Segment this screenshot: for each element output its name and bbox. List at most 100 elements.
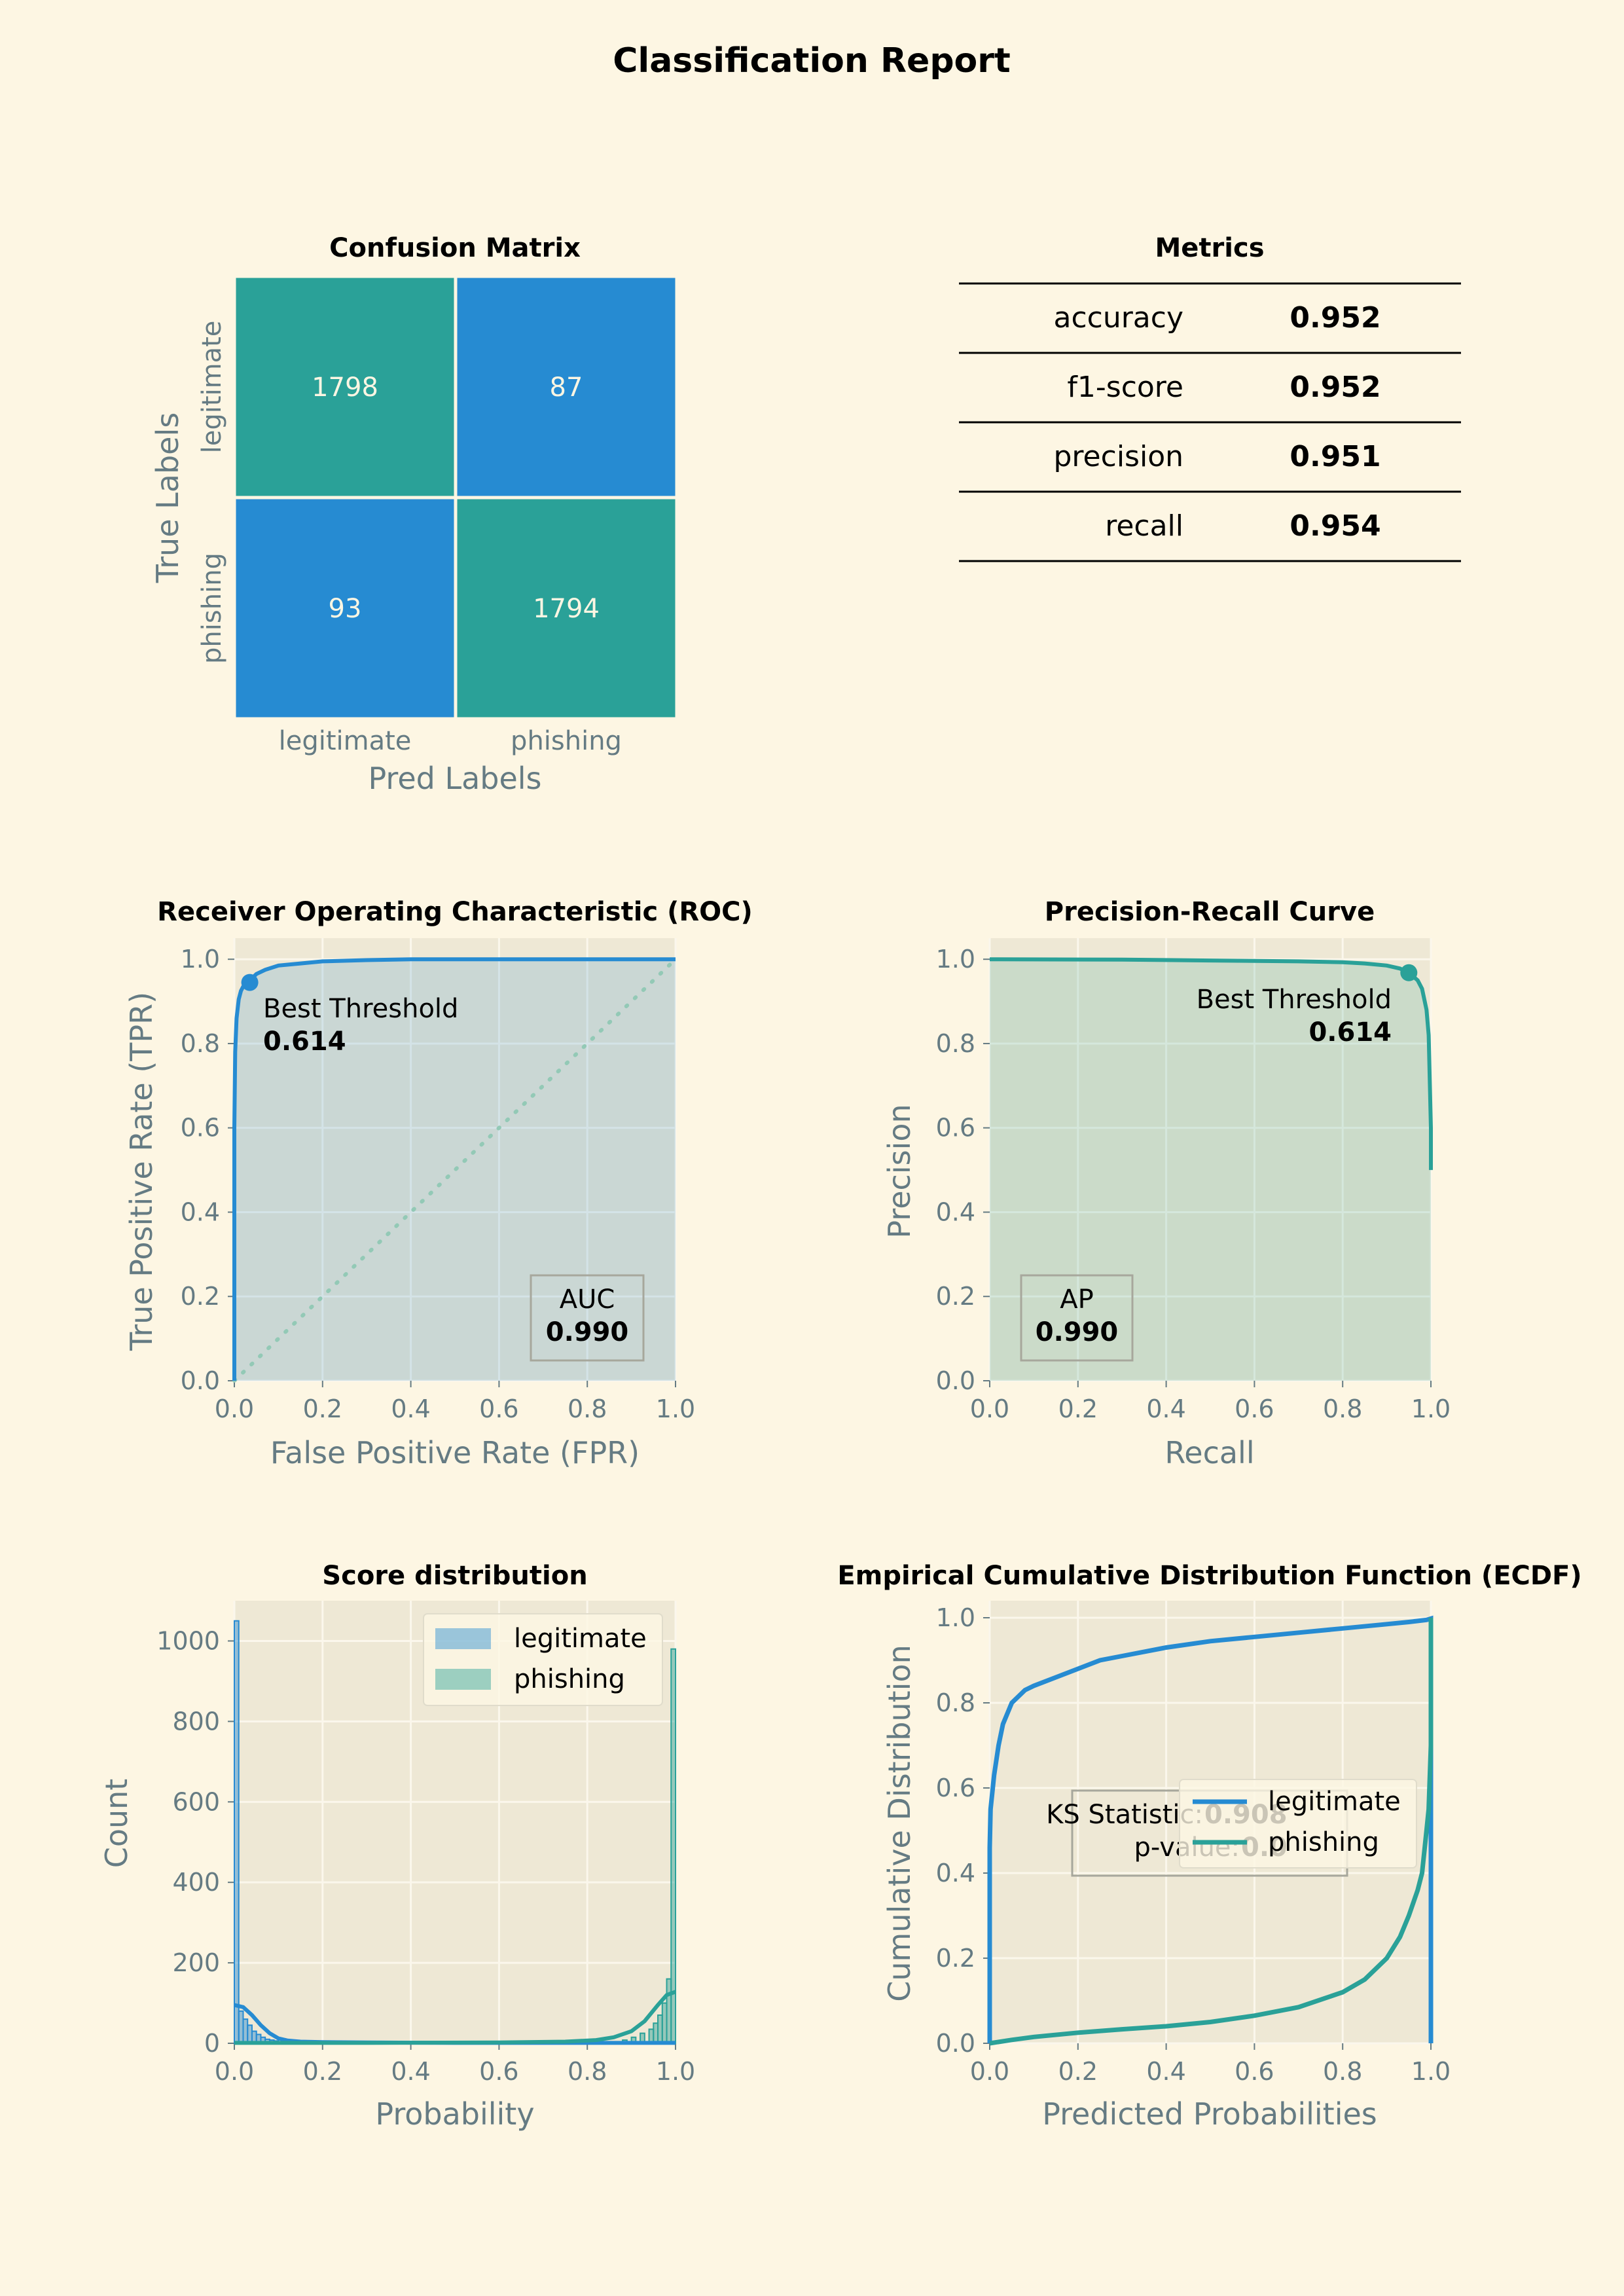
ks-statistic-label: KS Statistic: bbox=[1046, 1800, 1203, 1830]
x-tick-label: 1.0 bbox=[656, 2057, 695, 2086]
phishing-histogram-bar bbox=[653, 2022, 659, 2044]
y-tick-label: 0.0 bbox=[936, 2029, 975, 2058]
plot-area bbox=[234, 938, 676, 1381]
x-tick-label: 0.4 bbox=[1146, 1394, 1185, 1423]
matrix-cell-value: 87 bbox=[550, 373, 583, 403]
y-tick-label: 0.2 bbox=[936, 1944, 975, 1973]
legitimate-histogram-bar bbox=[247, 2024, 253, 2045]
metrics-table: accuracy 0.952 f1-score 0.952 precision 0.951… bbox=[959, 282, 1461, 562]
x-tick-label: 0.8 bbox=[1323, 1394, 1362, 1423]
y-tick-label: 0.8 bbox=[181, 1029, 220, 1058]
pr-xlabel: Recall bbox=[1164, 1435, 1254, 1470]
y-tick-label: 0.2 bbox=[936, 1282, 975, 1311]
x-tick-label: 0.6 bbox=[1235, 2057, 1274, 2086]
y-tick-label: 1.0 bbox=[936, 945, 975, 974]
phishing-legend-swatch bbox=[435, 1669, 491, 1690]
y-category-label: legitimate bbox=[197, 321, 227, 454]
metric-label: f1-score bbox=[1067, 371, 1183, 404]
legend-box bbox=[423, 1613, 663, 1706]
y-tick-label: 0.2 bbox=[181, 1282, 220, 1311]
y-tick-label: 1.0 bbox=[181, 945, 220, 974]
matrix-cell-value: 1794 bbox=[533, 594, 600, 624]
pr-plot: 0.0 0.2 0.4 0.6 0.8 1.0 0.0 0.2 0.4 0.6 0.8 1.0 Best… bbox=[936, 938, 1451, 1423]
ecdf-xlabel: Predicted Probabilities bbox=[1042, 2096, 1377, 2132]
x-tick-label: 0.0 bbox=[970, 1394, 1009, 1423]
roc-panel: Receiver Operating Characteristic (ROC) … bbox=[124, 897, 753, 1470]
y-tick-label: 0 bbox=[204, 2029, 220, 2058]
ap-box bbox=[1020, 1274, 1134, 1362]
pr-title: Precision-Recall Curve bbox=[1045, 897, 1375, 927]
ecdf-panel: Empirical Cumulative Distribution Functi… bbox=[837, 1561, 1581, 2132]
x-tick-label: 1.0 bbox=[1411, 2057, 1451, 2086]
y-tick-label: 0.6 bbox=[936, 1774, 975, 1802]
confusion-matrix-ylabel: True Labels bbox=[150, 412, 185, 583]
roc-plot: 0.0 0.2 0.4 0.6 0.8 1.0 0.0 0.2 0.4 0.6 0.8 1.0 Best… bbox=[181, 938, 695, 1423]
y-tick-label: 200 bbox=[172, 1948, 220, 1977]
y-tick-label: 0.8 bbox=[936, 1688, 975, 1717]
roc-ylabel: True Positive Rate (TPR) bbox=[124, 992, 159, 1351]
y-tick-label: 0.6 bbox=[181, 1114, 220, 1142]
y-tick-label: 0.0 bbox=[181, 1366, 220, 1395]
ap-value: 0.990 bbox=[1036, 1317, 1119, 1347]
ecdf-plot: 0.0 0.2 0.4 0.6 0.8 1.0 0.0 0.2 0.4 0.6 0.8 1.0 KS S… bbox=[936, 1601, 1451, 2086]
y-category-label: phishing bbox=[197, 553, 227, 664]
matrix-cell bbox=[232, 496, 458, 721]
ecdf-title: Empirical Cumulative Distribution Functi… bbox=[837, 1561, 1581, 1591]
best-threshold-label: Best Threshold bbox=[1197, 985, 1392, 1015]
legitimate-histogram-bar bbox=[242, 2018, 249, 2044]
pr-ylabel: Precision bbox=[882, 1104, 917, 1238]
pr-panel: Precision-Recall Curve 0.0 0.2 0.4 0.6 0.8 1.… bbox=[882, 897, 1451, 1470]
x-tick-label: 0.8 bbox=[1323, 2057, 1362, 2086]
metric-value: 0.954 bbox=[1290, 509, 1380, 543]
ap-label: AP bbox=[1060, 1285, 1093, 1315]
x-tick-label: 1.0 bbox=[656, 1394, 695, 1423]
metric-label: recall bbox=[1105, 509, 1183, 543]
y-tick-label: 0.4 bbox=[936, 1197, 975, 1226]
legitimate-legend-label: legitimate bbox=[1268, 1787, 1401, 1817]
x-category-label: phishing bbox=[511, 726, 622, 756]
x-tick-label: 0.6 bbox=[479, 2057, 518, 2086]
metric-value: 0.952 bbox=[1290, 301, 1380, 335]
metric-value: 0.951 bbox=[1290, 440, 1380, 473]
score-distribution-ylabel: Count bbox=[99, 1779, 134, 1868]
ecdf-ylabel: Cumulative Distribution bbox=[882, 1645, 917, 2002]
auc-value: 0.990 bbox=[546, 1317, 629, 1347]
y-tick-label: 1.0 bbox=[936, 1603, 975, 1632]
x-tick-label: 0.8 bbox=[568, 2057, 607, 2086]
phishing-histogram-bar bbox=[661, 2002, 668, 2044]
metric-value: 0.952 bbox=[1290, 371, 1380, 404]
roc-title: Receiver Operating Characteristic (ROC) bbox=[157, 897, 753, 927]
phishing-histogram-bar bbox=[670, 1648, 677, 2044]
x-tick-label: 0.4 bbox=[391, 2057, 430, 2086]
roc-xlabel: False Positive Rate (FPR) bbox=[270, 1435, 640, 1470]
best-threshold-value: 0.614 bbox=[263, 1027, 346, 1057]
phishing-kde-curve bbox=[234, 1990, 677, 2045]
x-tick-label: 0.2 bbox=[303, 2057, 342, 2086]
x-tick-label: 0.6 bbox=[479, 1394, 518, 1423]
best-threshold-point bbox=[1400, 964, 1418, 981]
best-threshold-point bbox=[241, 974, 259, 991]
y-tick-label: 400 bbox=[172, 1868, 220, 1897]
y-tick-label: 0.8 bbox=[936, 1029, 975, 1058]
legitimate-legend-swatch bbox=[435, 1628, 491, 1649]
x-tick-label: 0.2 bbox=[1058, 1394, 1098, 1423]
best-threshold-label: Best Threshold bbox=[263, 994, 458, 1024]
auc-box bbox=[530, 1274, 645, 1362]
confusion-matrix-xlabel: Pred Labels bbox=[368, 761, 541, 796]
y-tick-label: 800 bbox=[172, 1707, 220, 1736]
matrix-cell-value: 1798 bbox=[312, 373, 378, 403]
score-distribution-xlabel: Probability bbox=[375, 2096, 534, 2132]
legitimate-ecdf-curve bbox=[987, 1615, 1434, 2043]
confusion-matrix-title: Confusion Matrix bbox=[329, 233, 581, 263]
y-tick-label: 1000 bbox=[156, 1626, 220, 1655]
confusion-matrix-cells: 1798 87 93 1794 legitimate phishing legitimate… bbox=[197, 274, 679, 756]
legitimate-histogram-bar bbox=[238, 2010, 244, 2045]
x-tick-label: 0.2 bbox=[303, 1394, 342, 1423]
legitimate-legend-label: legitimate bbox=[514, 1624, 647, 1654]
x-tick-label: 0.0 bbox=[215, 2057, 254, 2086]
plot-area bbox=[990, 938, 1431, 1381]
score-distribution-plot: 0.0 0.2 0.4 0.6 0.8 1.0 0 200 400 600 800 1000 legit… bbox=[156, 1601, 695, 2086]
x-tick-label: 0.6 bbox=[1235, 1394, 1274, 1423]
phishing-histogram-bar bbox=[666, 1978, 672, 2044]
